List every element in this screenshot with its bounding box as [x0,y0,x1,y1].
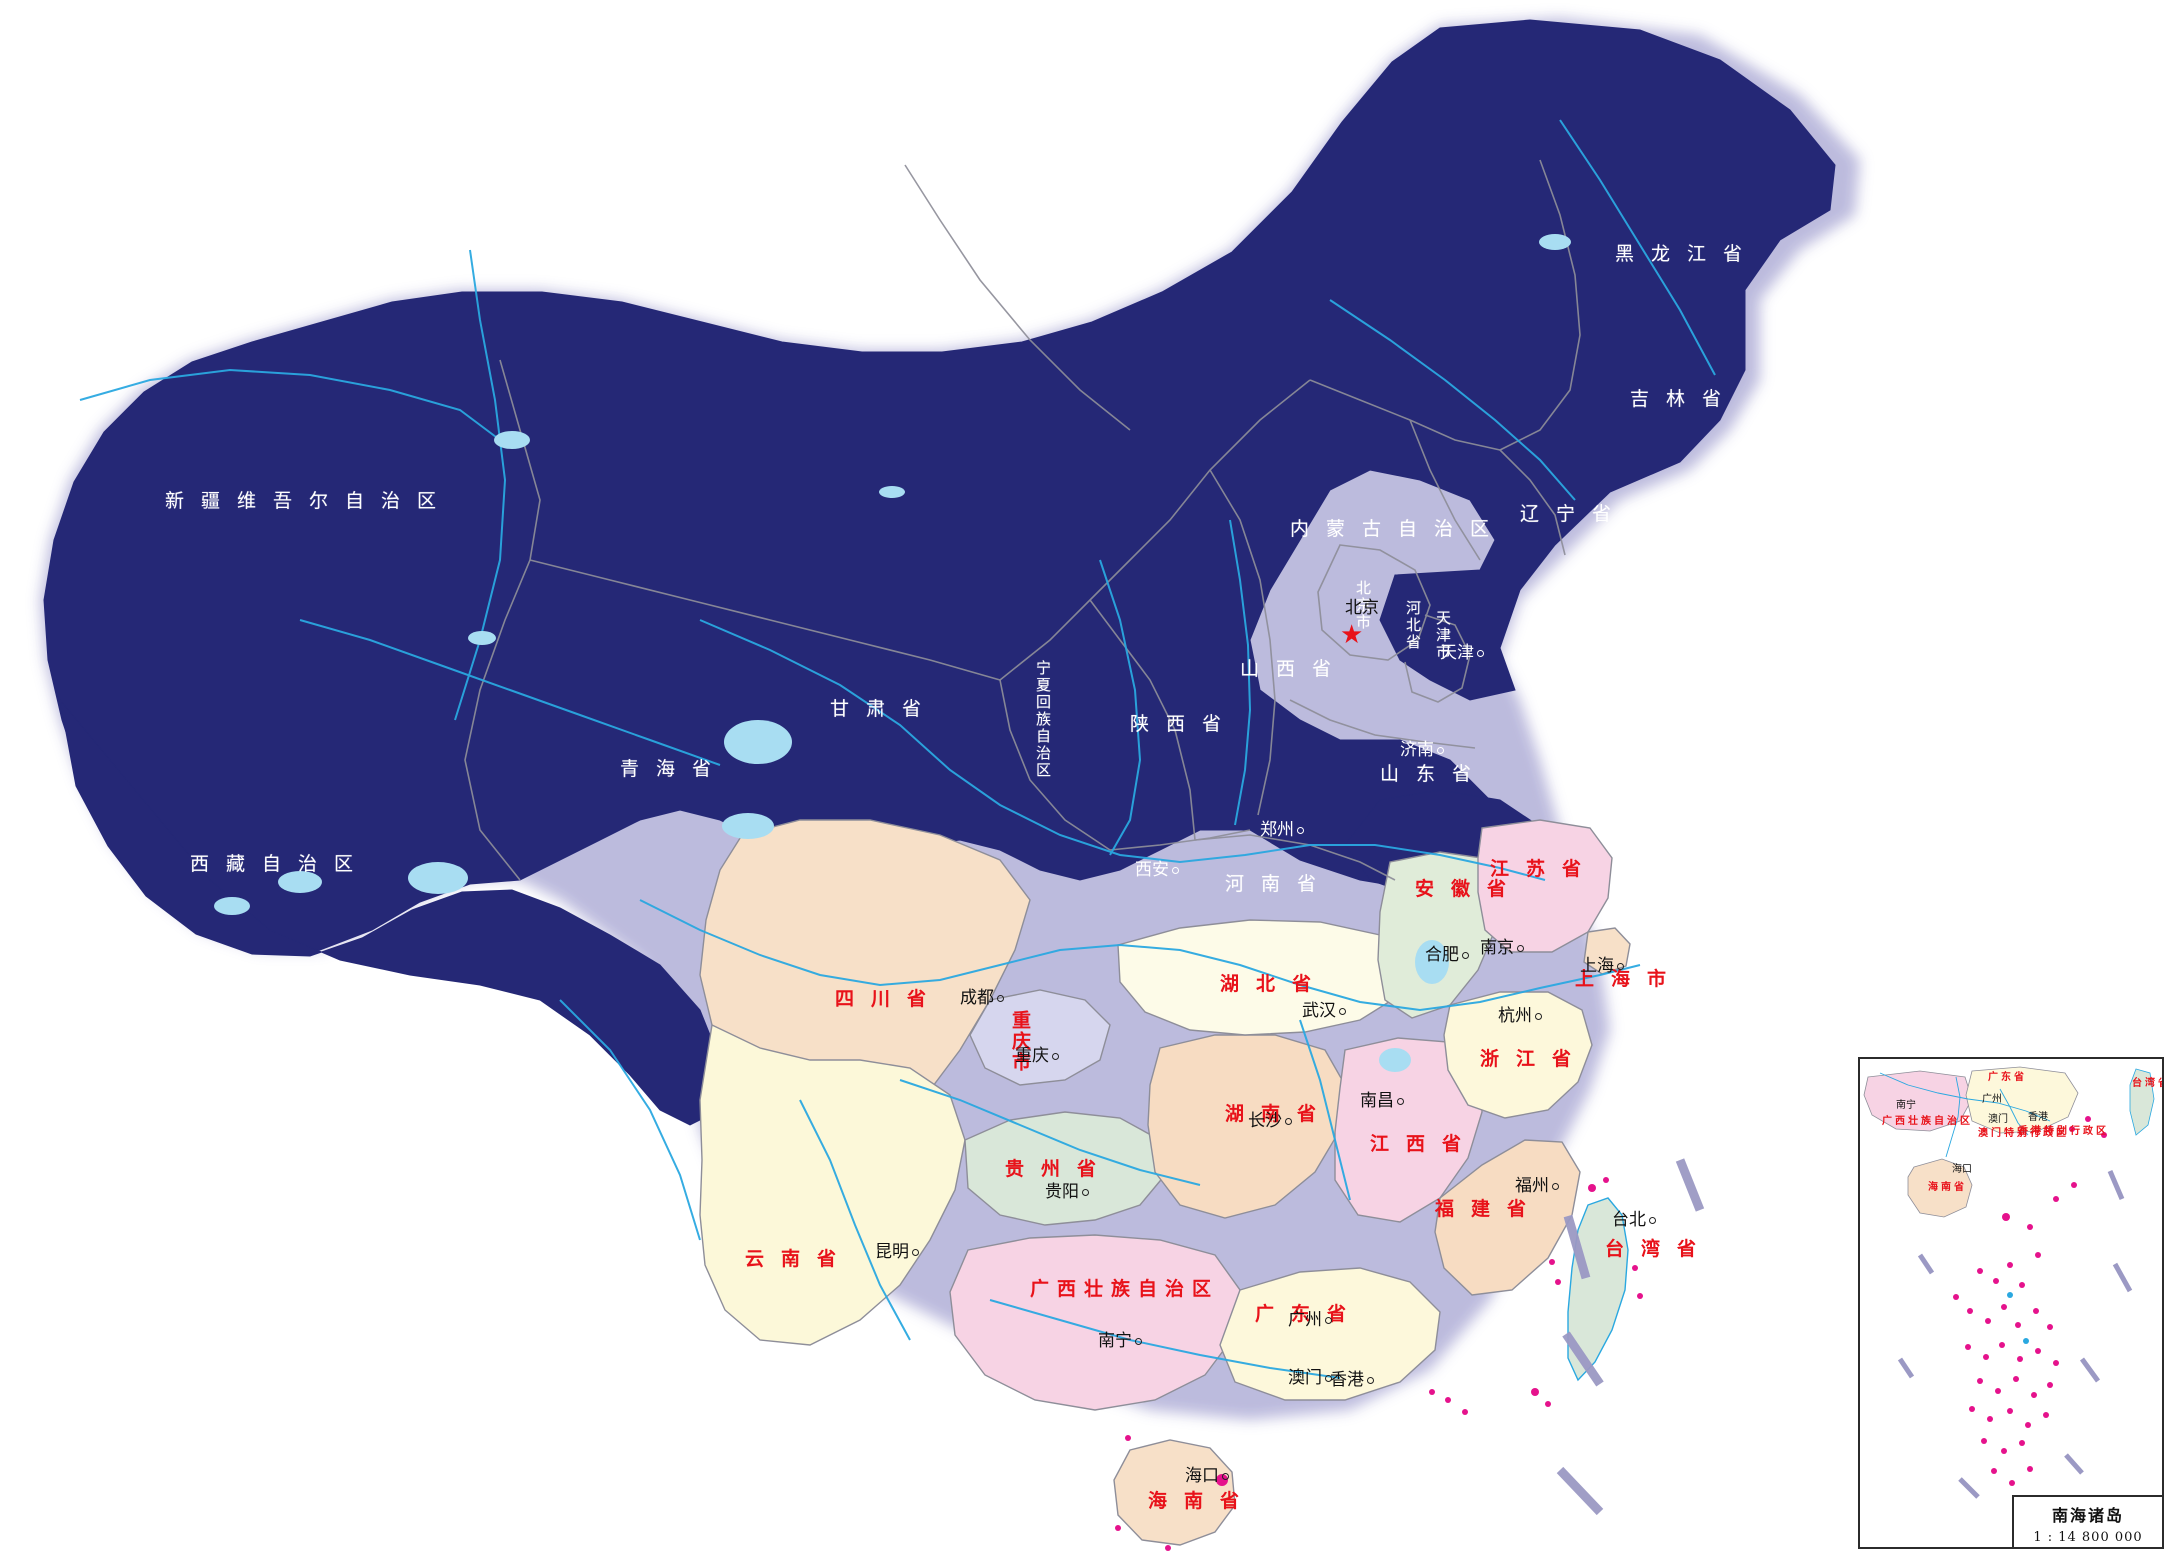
city-marker-icon [1325,1375,1332,1382]
city-marker-icon [1297,827,1304,834]
lakes [214,234,1571,1072]
city-marker-icon [1325,1317,1332,1324]
city-marker-icon [1082,1189,1089,1196]
city-marker-icon [1397,1098,1404,1105]
city-marker-icon [1437,747,1444,754]
city-marker-icon [1617,963,1624,970]
rivers [79,119,1716,1379]
city-marker-icon [1535,1013,1542,1020]
city-marker-icon [1172,867,1179,874]
city-marker-icon [1477,650,1484,657]
inset-scale-text: 1 : 14 800 000 [2033,1530,2143,1545]
capital-star-icon: ★ [1340,620,1364,650]
inset-map-graphic [1863,1066,2155,1499]
city-marker-icon [997,995,1004,1002]
province-borders [464,159,1581,881]
city-marker-icon [1462,952,1469,959]
city-marker-icon [1517,945,1524,952]
south-china-sea-inset-map: 广东省广州南宁广西壮族自治区澳门香港澳门特别行政区香港特别行政区台湾省海口海南省… [1858,1057,2164,1549]
city-marker-icon [912,1249,919,1256]
inset-scale-box: 南海诸岛 1 : 14 800 000 [2012,1495,2162,1547]
city-marker-icon [1552,1183,1559,1190]
plain-provinces-area [699,819,1631,1546]
city-marker-icon [1052,1053,1059,1060]
city-marker-icon [1222,1473,1229,1480]
inset-title: 南海诸岛 [2051,1506,2124,1525]
city-marker-icon [1367,1377,1374,1384]
city-marker-icon [1135,1338,1142,1345]
city-marker-icon [1285,1118,1292,1125]
city-marker-icon [1649,1217,1656,1224]
city-marker-icon [1339,1008,1346,1015]
